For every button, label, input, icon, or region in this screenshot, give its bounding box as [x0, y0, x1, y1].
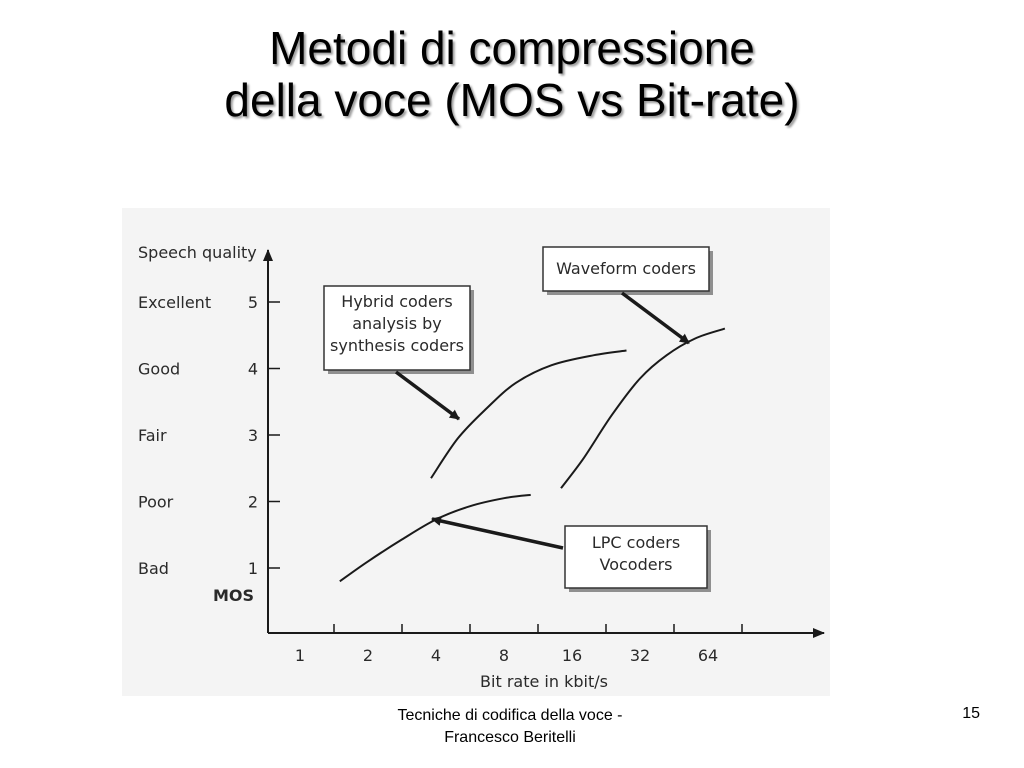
series-line — [430, 349, 627, 479]
x-tick-label: 4 — [431, 646, 441, 665]
y-tick-label: 5 — [248, 293, 258, 312]
series-line — [339, 493, 531, 583]
x-tick-label: 2 — [363, 646, 373, 665]
x-tick-label: 1 — [295, 646, 305, 665]
callout-box — [323, 285, 471, 371]
callout-label-line: analysis by — [352, 314, 442, 333]
footer-line-1: Tecniche di codifica della voce - — [397, 707, 623, 724]
callout-arrow — [431, 516, 564, 550]
callout-arrow — [620, 291, 691, 345]
y-quality-label: Fair — [138, 426, 167, 445]
series-line — [560, 327, 726, 489]
y-quality-label: Excellent — [138, 293, 211, 312]
footer-line-2: Francesco Beritelli — [444, 729, 576, 746]
y-quality-label: Good — [138, 360, 180, 379]
y-axis-label: Speech quality — [138, 243, 257, 262]
y-tick-label: 1 — [248, 559, 258, 578]
x-tick-label: 16 — [562, 646, 582, 665]
callout-label-line: LPC coders — [592, 533, 680, 552]
title-line-1: Metodi di compressione — [269, 22, 755, 74]
callout-label-line: Vocoders — [600, 555, 673, 574]
x-tick-label: 32 — [630, 646, 650, 665]
callout-hybrid-label: Hybrid coders analysis by synthesis coders — [330, 292, 464, 355]
y-quality-label: Bad — [138, 559, 169, 578]
callout-waveform-label: Waveform coders — [556, 259, 696, 278]
callout-box — [564, 525, 708, 589]
y-tick-label: 4 — [248, 360, 258, 379]
chart-figure: Speech quality MOS Bit rate in kbit/s 1 2… — [122, 208, 830, 696]
x-axis-label: Bit rate in kbit/s — [480, 672, 608, 691]
slide-footer: Tecniche di codifica della voce - France… — [340, 705, 680, 749]
x-tick-label: 64 — [698, 646, 718, 665]
slide-title: Metodi di compressione della voce (MOS v… — [0, 22, 1024, 126]
callout-arrow — [394, 370, 461, 421]
callout-lpc-label: LPC coders Vocoders — [592, 533, 680, 574]
title-line-2: della voce (MOS vs Bit-rate) — [224, 74, 800, 126]
callout-label-line: Hybrid coders — [341, 292, 452, 311]
y-axis-name: MOS — [213, 586, 254, 605]
y-quality-label: Poor — [138, 493, 174, 512]
slide-number: 15 — [962, 705, 980, 722]
y-tick-label: 3 — [248, 426, 258, 445]
y-tick-label: 2 — [248, 493, 258, 512]
callout-box — [542, 246, 710, 292]
callout-label-line: Waveform coders — [556, 259, 696, 278]
mos-vs-bitrate-chart: Speech quality MOS Bit rate in kbit/s 1 2… — [138, 243, 825, 691]
callout-hybrid-coders: Hybrid coders analysis by synthesis coders — [323, 285, 474, 421]
callout-label-line: synthesis coders — [330, 336, 464, 355]
callout-waveform-coders: Waveform coders — [542, 246, 713, 345]
x-tick-label: 8 — [499, 646, 509, 665]
callout-lpc-coders: LPC coders Vocoders — [431, 516, 711, 592]
